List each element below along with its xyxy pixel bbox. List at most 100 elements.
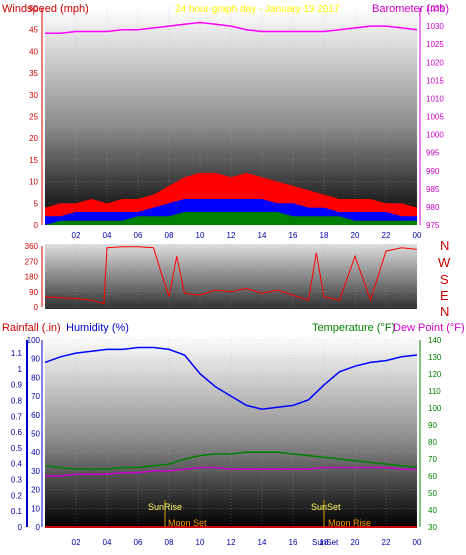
barometer-tick-label: 995 <box>426 149 440 158</box>
wind-x-tick-label: 20 <box>351 231 360 240</box>
humidity-tick-label: 90 <box>31 355 40 364</box>
bottom-sunset-label: SunSet <box>312 538 339 547</box>
temperature-tick-label: 70 <box>428 455 437 464</box>
humidity-tick-label: 20 <box>31 486 40 495</box>
direction-tick-label: 270 <box>25 257 39 266</box>
windspeed-axis-label: Windspeed (mph) <box>2 3 89 15</box>
compass-s: S <box>440 272 449 287</box>
wind-x-tick-label: 10 <box>196 231 205 240</box>
temperature-tick-label: 110 <box>428 387 441 396</box>
barometer-tick-label: 1035 <box>426 4 444 13</box>
humidity-axis-label: Humidity (%) <box>66 322 129 334</box>
temperature-tick-label: 90 <box>428 421 437 430</box>
rainfall-tick-label: 0.6 <box>11 428 23 437</box>
dewpoint-axis-label: Dew Point (°F) <box>393 322 465 334</box>
humidity-tick-label: 80 <box>31 373 40 382</box>
moonrise-label: Moon Rise <box>328 518 371 528</box>
wind-x-tick-label: 16 <box>289 231 298 240</box>
humidity-x-tick-label: 18 <box>320 538 329 547</box>
humidity-tick-label: 70 <box>31 392 40 401</box>
wind-direction-series <box>44 246 418 305</box>
humidity-x-tick-label: 00 <box>413 538 422 547</box>
humidity-x-tick-label: 08 <box>165 538 174 547</box>
humidity-tick-label: 60 <box>31 411 40 420</box>
wind-tick-label: 50 <box>29 4 38 13</box>
direction-tick-label: 0 <box>34 303 39 312</box>
wind-x-tick-label: 12 <box>227 231 236 240</box>
humidity-tick-label: 50 <box>31 430 40 439</box>
barometer-tick-label: 980 <box>426 203 440 212</box>
wind-x-tick-label: 22 <box>382 231 391 240</box>
wind-tick-label: 10 <box>29 178 38 187</box>
temperature-tick-label: 60 <box>428 472 437 481</box>
wind-x-tick-label: 14 <box>258 231 267 240</box>
temperature-tick-label: 50 <box>428 489 437 498</box>
compass-n-top: N <box>440 238 449 253</box>
direction-tick-label: 360 <box>25 242 39 251</box>
humidity-x-tick-label: 12 <box>227 538 236 547</box>
barometer-series <box>45 21 418 35</box>
humidity-series <box>44 346 418 410</box>
moonset-label: Moon Set <box>168 518 207 528</box>
temperature-tick-label: 120 <box>428 370 442 379</box>
rainfall-tick-label: 0.1 <box>11 507 23 516</box>
humidity-tick-label: 30 <box>31 467 40 476</box>
barometer-tick-label: 1010 <box>426 94 444 103</box>
sunset-label: SunSet <box>311 502 341 512</box>
wind-x-tick-label: 06 <box>134 231 143 240</box>
wind-tick-label: 35 <box>29 69 38 78</box>
temperature-tick-label: 140 <box>428 336 442 345</box>
barometer-axis-label: Barometer (mb) <box>372 3 449 15</box>
wind-tick-label: 40 <box>29 47 38 56</box>
humidity-tick-label: 40 <box>31 448 40 457</box>
humidity-x-tick-label: 10 <box>196 538 205 547</box>
humidity-tick-label: 10 <box>31 504 40 513</box>
humidity-tick-label: 100 <box>27 336 41 345</box>
temperature-series <box>44 451 418 470</box>
temperature-tick-label: 130 <box>428 353 442 362</box>
rainfall-axis-label: Rainfall (.in) <box>2 322 61 334</box>
barometer-tick-label: 1005 <box>426 113 444 122</box>
direction-tick-label: 90 <box>29 288 38 297</box>
wind-x-tick-label: 04 <box>103 231 112 240</box>
barometer-tick-label: 985 <box>426 185 440 194</box>
temperature-tick-label: 80 <box>428 438 437 447</box>
rainfall-tick-label: 0.5 <box>11 444 23 453</box>
barometer-tick-label: 1025 <box>426 40 444 49</box>
direction-tick-label: 180 <box>25 273 39 282</box>
humidity-x-tick-label: 04 <box>103 538 112 547</box>
barometer-tick-label: 990 <box>426 167 440 176</box>
wind-tick-label: 5 <box>34 199 39 208</box>
humidity-x-tick-label: 06 <box>134 538 143 547</box>
wind-x-tick-label: 18 <box>320 231 329 240</box>
temperature-tick-label: 40 <box>428 506 437 515</box>
humidity-x-tick-label: 16 <box>289 538 298 547</box>
temperature-axis-label: Temperature (°F) <box>312 322 395 334</box>
wind-tick-label: 30 <box>29 91 38 100</box>
rainfall-tick-label: 0.9 <box>11 381 23 390</box>
temperature-tick-label: 100 <box>428 404 442 413</box>
barometer-tick-label: 1000 <box>426 131 444 140</box>
wind-x-tick-label: 02 <box>72 231 81 240</box>
chart-title: 24 hour graph day - January 13 2017 <box>175 4 340 15</box>
barometer-tick-label: 1015 <box>426 76 444 85</box>
wind-tick-label: 25 <box>29 113 38 122</box>
wind-tick-label: 15 <box>29 156 38 165</box>
humidity-x-tick-label: 02 <box>72 538 81 547</box>
wind-x-tick-label: 00 <box>413 231 422 240</box>
humidity-x-tick-label: 20 <box>351 538 360 547</box>
rainfall-tick-label: 0.3 <box>11 476 23 485</box>
rainfall-tick-label: 0.8 <box>11 396 23 405</box>
barometer-tick-label: 1030 <box>426 22 444 31</box>
humidity-x-tick-label: 22 <box>382 538 391 547</box>
wind-tick-label: 45 <box>29 26 38 35</box>
humidity-x-tick-label: 14 <box>258 538 267 547</box>
rainfall-tick-label: 0 <box>18 523 23 532</box>
temperature-tick-label: 30 <box>428 523 437 532</box>
wind-x-tick-label: 08 <box>165 231 174 240</box>
dewpoint-series <box>45 466 417 477</box>
compass-n-bottom: N <box>440 304 449 319</box>
humidity-tick-label: 0 <box>36 523 41 532</box>
